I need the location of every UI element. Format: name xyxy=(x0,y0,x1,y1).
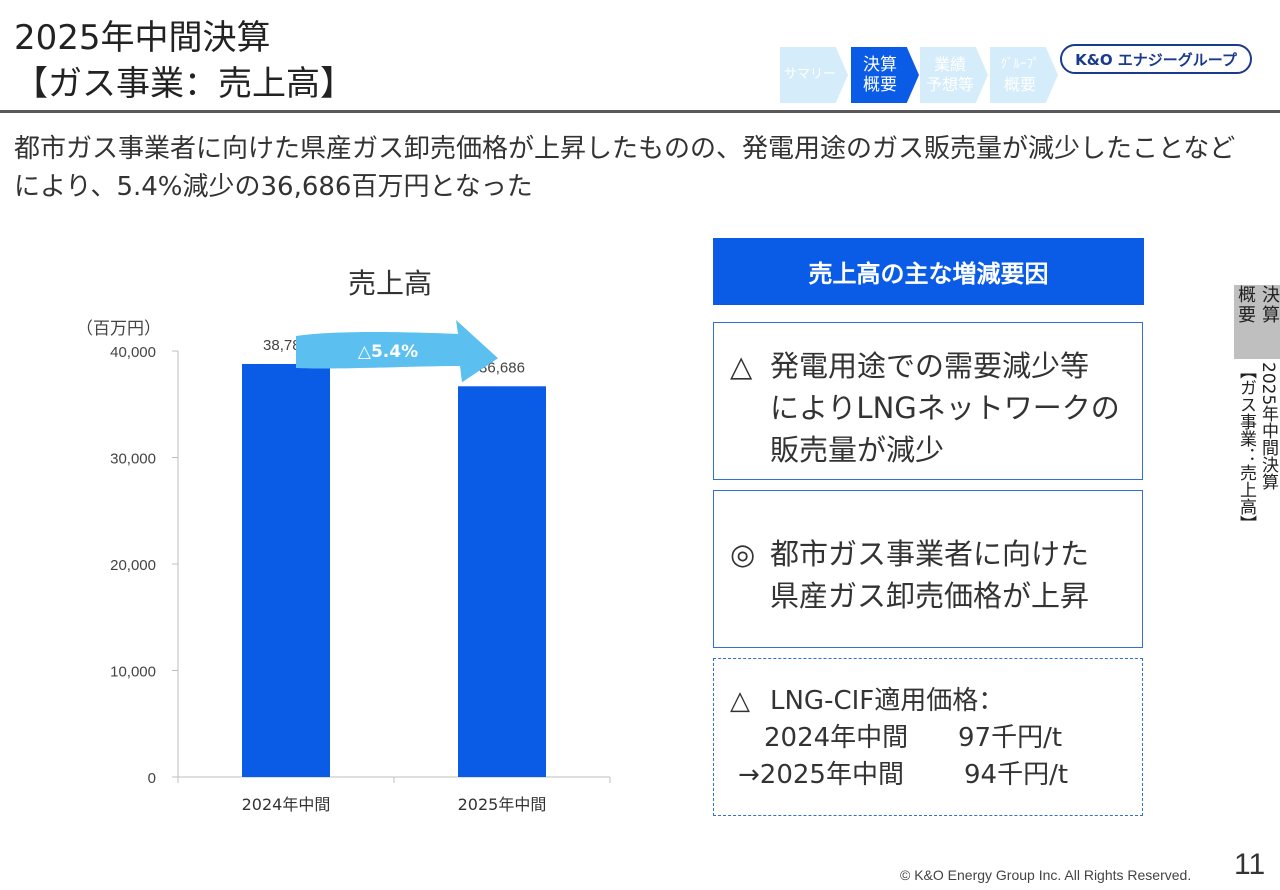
nav-step-forecast-label2: 予想等 xyxy=(925,75,974,94)
side-tab-col1: 決算 xyxy=(1259,285,1280,325)
lng-row1-period: 2024年中間 xyxy=(764,723,909,753)
bar-value-label: 36,686 xyxy=(479,359,525,376)
change-arrow-label: △5.4% xyxy=(358,342,418,362)
nav-step-forecast-label1: 業績 xyxy=(933,55,966,74)
increase-mark-icon: ◎ xyxy=(730,537,756,571)
page-title-line2: 【ガス事業：売上高】 xyxy=(14,64,354,104)
nav-step-summary[interactable]: サマリー xyxy=(780,47,848,103)
nav-step-results-label2: 概要 xyxy=(863,75,897,95)
y-tick-label: 10,000 xyxy=(110,664,156,681)
decrease-mark-icon: △ xyxy=(730,349,753,383)
nav-step-forecast[interactable]: 業績 予想等 xyxy=(920,47,988,103)
bar xyxy=(242,363,330,777)
nav-step-summary-label: サマリー xyxy=(783,67,836,82)
y-tick-label: 0 xyxy=(148,770,156,787)
factor-1-line1: 発電用途での需要減少等 xyxy=(770,349,1090,383)
side-tab-col2: 概要 xyxy=(1235,285,1256,325)
nav-step-group-label1: ｸﾞﾙｰﾌﾟ xyxy=(1000,57,1040,72)
x-tick-label: 2024年中間 xyxy=(242,795,331,814)
nav-step-results[interactable]: 決算 概要 xyxy=(851,47,919,103)
headline-summary: 都市ガス事業者に向けた県産ガス卸売価格が上昇したものの、発電用途のガス販売量が減… xyxy=(14,134,1236,202)
nav-step-results-label1: 決算 xyxy=(863,55,897,75)
page-title-line1: 2025年中間決算 xyxy=(14,18,271,58)
y-axis-unit: （百万円） xyxy=(76,319,161,339)
bar xyxy=(458,386,546,777)
side-section-tab[interactable]: 決算 概要 xyxy=(1234,285,1280,359)
side-sub-col1: 2025年中間決算 xyxy=(1258,362,1278,491)
side-section-label: 2025年中間決算 【ガス事業：売上高】 xyxy=(1234,362,1280,532)
nav-step-group-label2: 概要 xyxy=(1003,75,1036,94)
company-logo-text: K&O エナジーグループ xyxy=(1075,50,1237,69)
decrease-mark-icon: △ xyxy=(730,686,750,716)
factor-2-line2: 県産ガス卸売価格が上昇 xyxy=(770,579,1090,613)
lng-row2-period: →2025年中間 xyxy=(738,760,904,790)
factor-1-line2: によりLNGネットワークの xyxy=(770,391,1120,425)
factors-header: 売上高の主な増減要因 xyxy=(713,238,1144,305)
factor-box-demand: △ 発電用途での需要減少等 によりLNGネットワークの 販売量が減少 xyxy=(713,322,1143,480)
y-tick-label: 30,000 xyxy=(110,451,156,468)
x-tick-label: 2025年中間 xyxy=(458,795,547,814)
lng-price-title: LNG-CIF適用価格： xyxy=(770,686,1005,716)
page-number: 11 xyxy=(1234,848,1266,881)
company-logo: K&O エナジーグループ xyxy=(1060,44,1252,74)
copyright-notice: © K&O Energy Group Inc. All Rights Reser… xyxy=(900,867,1192,883)
side-sub-col2: 【ガス事業：売上高】 xyxy=(1236,362,1256,532)
change-arrow xyxy=(296,319,498,383)
y-tick-label: 20,000 xyxy=(110,557,156,574)
factor-box-price: ◎ 都市ガス事業者に向けた 県産ガス卸売価格が上昇 xyxy=(713,490,1143,648)
factor-2-line1: 都市ガス事業者に向けた xyxy=(770,537,1090,571)
lng-row1-value: 97千円/t xyxy=(958,723,1063,753)
factor-1-line3: 販売量が減少 xyxy=(770,433,945,467)
y-tick-label: 40,000 xyxy=(110,344,156,361)
lng-row2-value: 94千円/t xyxy=(964,760,1069,790)
lng-price-box: △ LNG-CIF適用価格： 2024年中間 97千円/t →2025年中間 9… xyxy=(713,658,1143,816)
title-divider xyxy=(0,110,1280,113)
chart-title: 売上高 xyxy=(347,267,432,300)
nav-step-group[interactable]: ｸﾞﾙｰﾌﾟ 概要 xyxy=(990,47,1058,103)
